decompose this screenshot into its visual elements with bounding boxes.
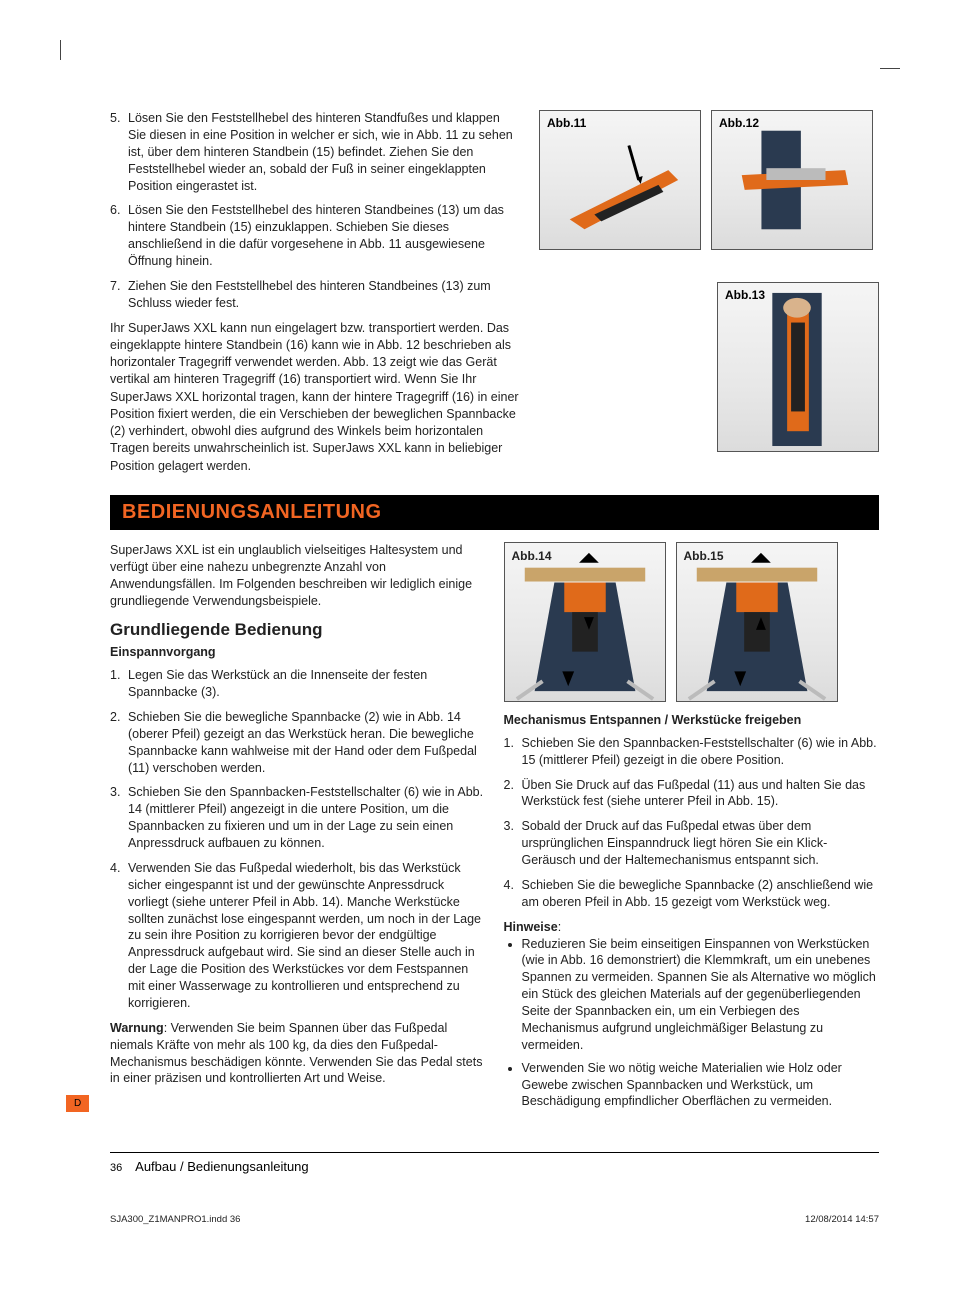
hints-label-line: Hinweise: [504, 919, 880, 936]
list-text: Ziehen Sie den Feststellhebel des hinter… [128, 278, 521, 312]
hint-item: Verwenden Sie wo nötig weiche Materialie… [522, 1060, 880, 1111]
warning-paragraph: Warnung: Verwenden Sie beim Spannen über… [110, 1020, 486, 1088]
figure-label: Abb.11 [547, 116, 586, 130]
list-num: 7. [110, 278, 128, 312]
figure-12: Abb.12 [711, 110, 873, 250]
section-title: BEDIENUNGSANLEITUNG [122, 501, 382, 523]
list-num: 3. [110, 784, 128, 852]
release-list: 1.Schieben Sie den Spannbacken-Feststell… [504, 735, 880, 911]
hints-label: Hinweise [504, 920, 558, 934]
warning-text: : Verwenden Sie beim Spannen über das Fu… [110, 1021, 482, 1086]
list-text: Sobald der Druck auf das Fußpedal etwas … [522, 818, 880, 869]
list-num: 6. [110, 202, 128, 270]
list-text: Legen Sie das Werkstück an die Innenseit… [128, 667, 486, 701]
list-text: Lösen Sie den Feststellhebel des hintere… [128, 110, 521, 194]
list-num: 2. [504, 777, 522, 811]
page-number: 36 [110, 1162, 122, 1174]
list-text: Üben Sie Druck auf das Fußpedal (11) aus… [522, 777, 880, 811]
list-num: 4. [110, 860, 128, 1012]
list-text: Schieben Sie die bewegliche Spannbacke (… [522, 877, 880, 911]
meta-timestamp: 12/08/2014 14:57 [805, 1214, 879, 1225]
figure-14: Abb.14 [504, 542, 666, 702]
top-instruction-list: 5.Lösen Sie den Feststellhebel des hinte… [110, 110, 521, 312]
hints-list: Reduzieren Sie beim einseitigen Einspann… [504, 936, 880, 1111]
list-text: Schieben Sie den Spannbacken-Feststellsc… [522, 735, 880, 769]
hint-item: Reduzieren Sie beim einseitigen Einspann… [522, 936, 880, 1054]
list-num: 4. [504, 877, 522, 911]
figure-label: Abb.15 [684, 548, 724, 564]
list-num: 5. [110, 110, 128, 194]
language-tab: D [66, 1095, 89, 1112]
section-header: BEDIENUNGSANLEITUNG [110, 495, 879, 530]
warning-label: Warnung [110, 1021, 164, 1035]
list-text: Schieben Sie den Spannbacken-Feststellsc… [128, 784, 486, 852]
list-num: 2. [110, 709, 128, 777]
crop-marks [0, 40, 954, 80]
subsection-heading: Grundliegende Bedienung [110, 619, 486, 642]
list-num: 3. [504, 818, 522, 869]
clamping-list: 1.Legen Sie das Werkstück an die Innense… [110, 667, 486, 1012]
subsub-heading: Einspannvorgang [110, 644, 486, 661]
footer: 36 Aufbau / Bedienungsanleitung [110, 1152, 879, 1174]
footer-section: Aufbau / Bedienungsanleitung [135, 1159, 308, 1174]
transport-paragraph: Ihr SuperJaws XXL kann nun eingelagert b… [110, 320, 521, 475]
list-num: 1. [504, 735, 522, 769]
figure-13: Abb.13 [717, 282, 879, 452]
print-meta: SJA300_Z1MANPRO1.indd 36 12/08/2014 14:5… [0, 1174, 954, 1245]
figure-15: Abb.15 [676, 542, 838, 702]
figure-label: Abb.12 [719, 116, 759, 130]
list-num: 1. [110, 667, 128, 701]
list-text: Verwenden Sie das Fußpedal wiederholt, b… [128, 860, 486, 1012]
list-text: Schieben Sie die bewegliche Spannbacke (… [128, 709, 486, 777]
meta-file: SJA300_Z1MANPRO1.indd 36 [110, 1214, 240, 1225]
release-heading: Mechanismus Entspannen / Werkstücke frei… [504, 712, 880, 729]
intro-paragraph: SuperJaws XXL ist ein unglaublich vielse… [110, 542, 486, 610]
figure-label: Abb.13 [725, 288, 765, 302]
figure-label: Abb.14 [512, 548, 552, 564]
list-text: Lösen Sie den Feststellhebel des hintere… [128, 202, 521, 270]
figure-11: Abb.11 [539, 110, 701, 250]
